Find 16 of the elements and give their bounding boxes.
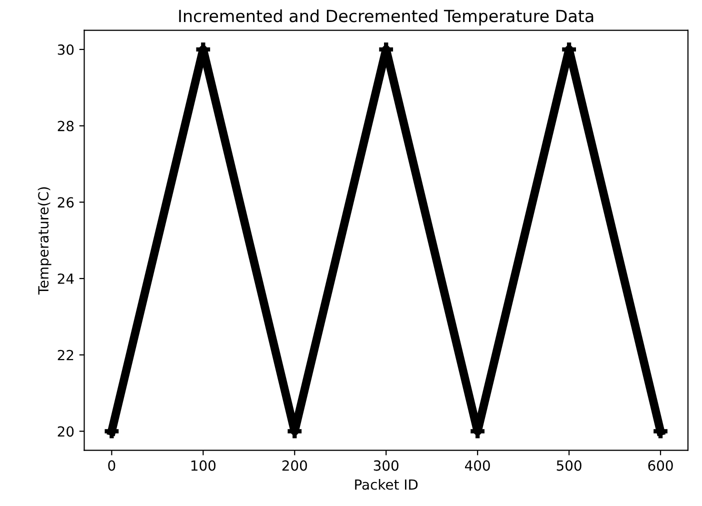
y-tick-label: 30 [58,44,74,55]
x-tick-label: 600 [648,460,673,471]
x-tick-label: 200 [282,460,307,471]
y-axis-title: Temperature(C) [38,187,52,295]
y-tick-label: 28 [58,120,74,132]
x-tick-label: 300 [374,460,398,471]
x-axis-title: Packet ID [355,479,418,490]
y-tick-label: 22 [58,350,74,360]
y-tick-label: 26 [58,197,74,208]
x-tick-label: 100 [191,460,216,471]
y-tick-label: 20 [58,426,74,437]
chart-title: Incremented and Decremented Temperature Data [179,9,594,26]
y-tick-label: 24 [58,274,74,284]
x-tick-label: 500 [556,460,582,471]
x-tick-label: 400 [464,460,490,471]
x-tick-label: 0 [108,460,116,471]
